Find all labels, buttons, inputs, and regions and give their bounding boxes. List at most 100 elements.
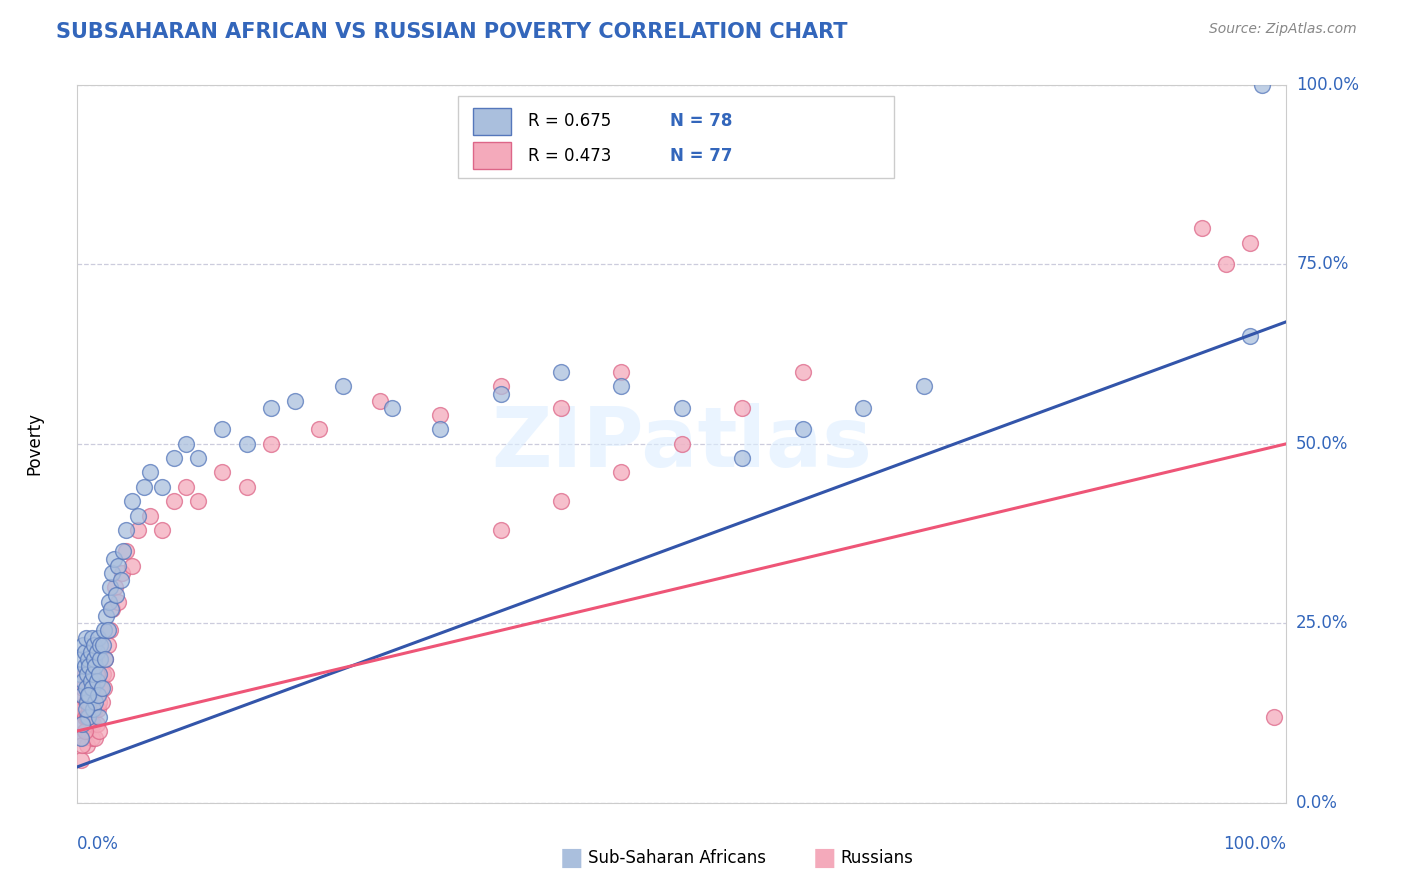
- Point: [84, 695, 107, 709]
- Point: [84, 731, 107, 746]
- Point: [174, 480, 197, 494]
- Point: [72, 638, 94, 652]
- Point: [731, 401, 754, 415]
- Point: [260, 436, 283, 450]
- Point: [70, 652, 93, 666]
- Point: [83, 702, 105, 716]
- Point: [89, 681, 111, 695]
- Point: [80, 702, 103, 716]
- Point: [121, 558, 143, 573]
- Point: [77, 709, 100, 723]
- Point: [98, 581, 121, 595]
- Point: [139, 508, 162, 523]
- Text: 25.0%: 25.0%: [1296, 615, 1348, 632]
- Point: [550, 365, 572, 379]
- Point: [150, 480, 173, 494]
- Point: [211, 466, 233, 480]
- Point: [87, 724, 110, 739]
- Text: Source: ZipAtlas.com: Source: ZipAtlas.com: [1209, 22, 1357, 37]
- Point: [112, 544, 135, 558]
- Point: [77, 724, 100, 739]
- Point: [83, 688, 105, 702]
- Point: [80, 681, 103, 695]
- Point: [127, 508, 149, 523]
- Point: [97, 595, 120, 609]
- Point: [69, 666, 91, 681]
- Point: [550, 401, 572, 415]
- Point: [91, 638, 114, 652]
- Point: [187, 451, 209, 466]
- Point: [98, 624, 121, 638]
- Point: [82, 666, 104, 681]
- Bar: [472, 142, 512, 169]
- Point: [610, 466, 633, 480]
- Point: [671, 401, 693, 415]
- Point: [87, 688, 110, 702]
- Point: [1251, 78, 1274, 92]
- Point: [127, 523, 149, 537]
- Point: [96, 666, 118, 681]
- Point: [80, 631, 103, 645]
- Point: [84, 702, 107, 716]
- Point: [163, 451, 186, 466]
- Point: [96, 638, 118, 652]
- Point: [187, 494, 209, 508]
- Point: [114, 544, 136, 558]
- Point: [852, 401, 875, 415]
- Point: [70, 731, 93, 746]
- Point: [96, 624, 118, 638]
- Point: [163, 494, 186, 508]
- Point: [86, 645, 108, 659]
- Point: [87, 666, 110, 681]
- Text: 0.0%: 0.0%: [77, 835, 120, 853]
- Point: [76, 709, 98, 723]
- Point: [70, 753, 93, 767]
- Point: [76, 666, 98, 681]
- Text: 0.0%: 0.0%: [1296, 794, 1339, 812]
- Point: [75, 631, 97, 645]
- Point: [86, 666, 108, 681]
- Text: ■: ■: [560, 847, 583, 870]
- Point: [87, 709, 110, 723]
- Point: [111, 566, 134, 580]
- Point: [110, 573, 132, 587]
- Point: [610, 365, 633, 379]
- Point: [132, 480, 155, 494]
- Point: [792, 365, 814, 379]
- Text: Russians: Russians: [841, 849, 914, 867]
- Point: [104, 581, 127, 595]
- Point: [87, 695, 110, 709]
- Text: R = 0.675: R = 0.675: [529, 112, 612, 130]
- Point: [86, 716, 108, 731]
- Point: [89, 652, 111, 666]
- Point: [150, 523, 173, 537]
- Text: ■: ■: [813, 847, 837, 870]
- Point: [79, 716, 101, 731]
- Point: [332, 379, 354, 393]
- Point: [70, 739, 93, 753]
- Point: [72, 731, 94, 746]
- Text: SUBSAHARAN AFRICAN VS RUSSIAN POVERTY CORRELATION CHART: SUBSAHARAN AFRICAN VS RUSSIAN POVERTY CO…: [56, 22, 848, 42]
- Point: [139, 466, 162, 480]
- Point: [70, 688, 93, 702]
- Point: [107, 595, 129, 609]
- Point: [79, 688, 101, 702]
- Point: [107, 558, 129, 573]
- Point: [79, 702, 101, 716]
- Point: [308, 422, 330, 436]
- Point: [76, 695, 98, 709]
- Point: [75, 681, 97, 695]
- Point: [82, 673, 104, 688]
- Point: [284, 393, 307, 408]
- Point: [73, 724, 96, 739]
- Text: 100.0%: 100.0%: [1223, 835, 1286, 853]
- Point: [100, 602, 122, 616]
- Point: [1215, 257, 1237, 271]
- Point: [489, 379, 512, 393]
- Point: [114, 523, 136, 537]
- Point: [75, 695, 97, 709]
- Point: [489, 523, 512, 537]
- Point: [79, 645, 101, 659]
- Point: [75, 724, 97, 739]
- Point: [103, 551, 125, 566]
